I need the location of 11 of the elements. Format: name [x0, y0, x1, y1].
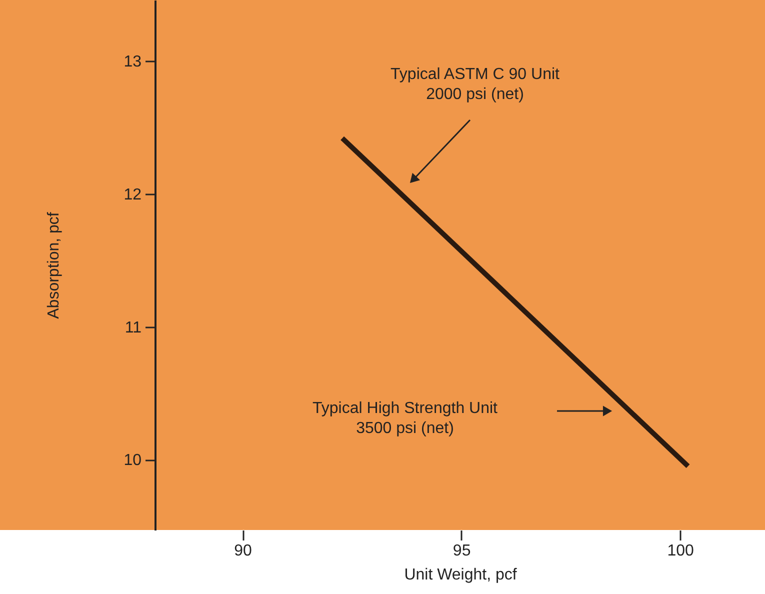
y-tick-label: 12: [124, 186, 142, 204]
x-tick-label: 95: [452, 542, 471, 560]
y-axis-title: Absorption, pcf: [46, 212, 63, 319]
x-axis-title: Unit Weight, pcf: [404, 566, 518, 584]
y-tick-label: 13: [124, 54, 142, 71]
x-tick-label: 90: [234, 542, 252, 560]
y-tick-label: 10: [124, 452, 142, 470]
annotation: Typical ASTM C 90 Unit 2000 psi (net): [390, 66, 560, 103]
y-tick-label: 11: [124, 319, 142, 336]
annotation: Typical High Strength Unit 3500 psi (net): [312, 400, 498, 437]
x-tick-label: 100: [667, 542, 694, 560]
